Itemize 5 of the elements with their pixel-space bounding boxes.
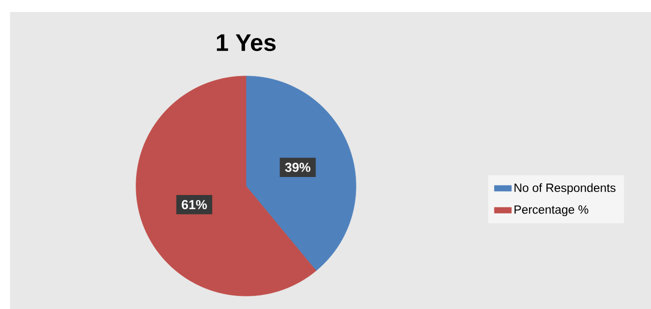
data-label: 39% [285,162,310,172]
legend-label: No of Respondents [514,183,616,194]
data-label: 61% [182,200,207,210]
legend-label: Percentage % [514,205,588,216]
chart-title: 1 Yes [216,34,276,52]
